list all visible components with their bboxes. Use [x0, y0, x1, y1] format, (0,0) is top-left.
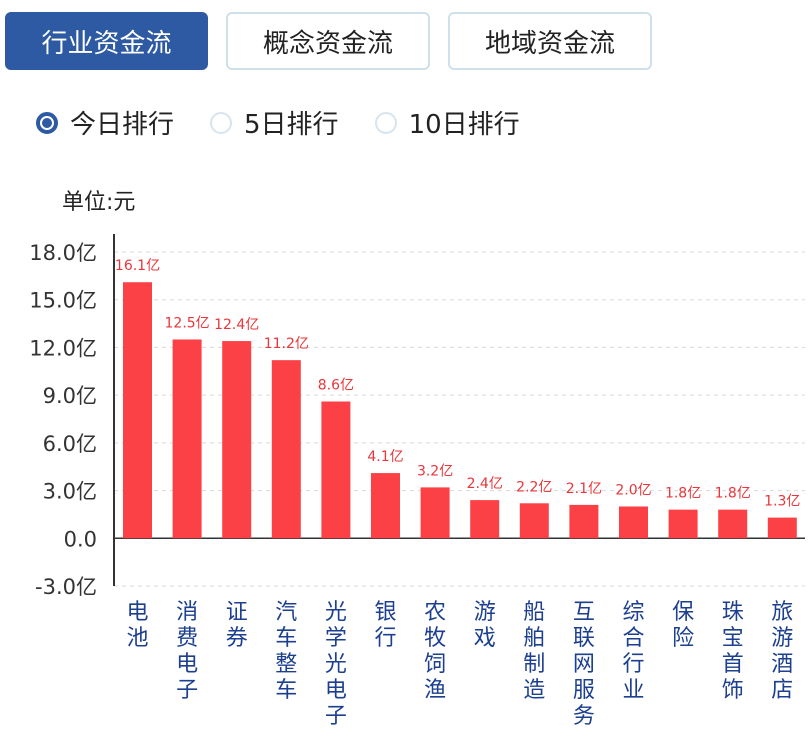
y-tick-label: 9.0亿	[43, 384, 97, 408]
category-label: 旅游酒店	[771, 600, 793, 703]
y-tick-label: 12.0亿	[29, 336, 97, 360]
data-label: 1.8亿	[715, 486, 751, 502]
category-label: 珠宝首饰	[722, 600, 744, 703]
bar	[767, 517, 797, 539]
data-label: 8.6亿	[318, 378, 354, 394]
bar	[668, 509, 698, 539]
category-label: 证券	[226, 600, 248, 651]
bar	[371, 473, 400, 539]
category-label: 互联网服务	[573, 600, 595, 729]
bar	[172, 339, 202, 539]
category-label: 电池	[126, 600, 148, 651]
category-label: 消费电子	[176, 600, 198, 703]
radio-10day-ranking[interactable]: 10日排行	[374, 104, 520, 141]
y-tick-label: 0.0	[64, 527, 97, 551]
category-label: 光学光电子	[325, 600, 347, 729]
data-label: 2.0亿	[615, 482, 651, 498]
data-label: 12.4亿	[214, 317, 259, 333]
tab-region-fund-flow[interactable]: 地域资金流	[448, 12, 652, 70]
tab-concept-fund-flow[interactable]: 概念资金流	[226, 12, 430, 70]
data-label: 1.3亿	[764, 494, 800, 510]
bar	[519, 503, 549, 539]
data-label: 16.1亿	[115, 258, 160, 274]
y-tick-label: 15.0亿	[29, 289, 97, 313]
data-label: 2.2亿	[516, 479, 552, 495]
ranking-period-radios: 今日排行 5日排行 10日排行	[36, 104, 556, 141]
radio-label: 5日排行	[244, 110, 339, 140]
category-label: 船舶制造	[523, 600, 545, 703]
y-tick-label: 6.0亿	[43, 432, 97, 456]
bar	[271, 360, 301, 539]
category-label: 保险	[672, 600, 694, 651]
bar	[222, 341, 252, 539]
bar	[470, 500, 500, 539]
data-label: 11.2亿	[264, 336, 309, 352]
y-tick-label: 18.0亿	[29, 241, 97, 265]
data-label: 2.4亿	[467, 476, 503, 492]
data-label: 12.5亿	[165, 315, 210, 331]
bar	[123, 282, 152, 539]
bar	[619, 506, 648, 539]
radio-label: 10日排行	[408, 110, 520, 140]
bar	[718, 509, 748, 539]
data-label: 4.1亿	[367, 449, 403, 465]
fund-flow-tabs: 行业资金流 概念资金流 地域资金流	[5, 12, 652, 70]
y-tick-label: -3.0亿	[35, 575, 97, 599]
radio-button-icon[interactable]	[210, 111, 233, 134]
radio-today-ranking[interactable]: 今日排行	[36, 104, 174, 141]
data-label: 2.1亿	[566, 481, 602, 497]
radio-5day-ranking[interactable]: 5日排行	[210, 104, 339, 141]
y-tick-label: 3.0亿	[43, 480, 97, 504]
bar	[321, 401, 351, 539]
bar	[569, 504, 599, 539]
radio-label: 今日排行	[70, 110, 175, 140]
data-label: 1.8亿	[665, 486, 701, 502]
category-label: 农牧饲渔	[424, 600, 446, 703]
category-label: 汽车整车	[275, 600, 297, 703]
category-label: 银行	[374, 600, 396, 651]
category-label: 综合行业	[622, 600, 644, 703]
data-label: 3.2亿	[417, 463, 453, 479]
category-label: 游戏	[474, 600, 496, 651]
radio-button-icon[interactable]	[374, 111, 397, 134]
bar	[420, 487, 450, 539]
tab-industry-fund-flow[interactable]: 行业资金流	[5, 12, 208, 70]
radio-button-icon[interactable]	[36, 111, 58, 134]
unit-label: 单位:元	[62, 190, 136, 215]
